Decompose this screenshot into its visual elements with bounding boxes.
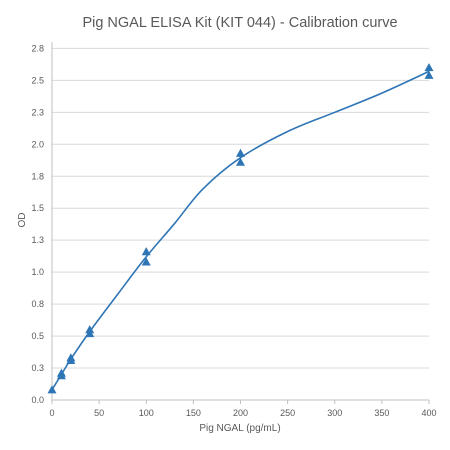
data-point-triangle: [236, 157, 245, 166]
data-points: [47, 63, 434, 394]
data-point-triangle: [85, 325, 95, 334]
grid-lines: [52, 47, 429, 369]
y-tick-labels: 0.0 0.3 0.5 0.8 1.0 1.3 1.5 1.8 2.0 2.3 2.5 2.8: [31, 43, 44, 405]
data-point-triangle: [141, 257, 151, 266]
data-point-triangle: [236, 148, 245, 157]
x-tick-label: 350: [374, 408, 389, 418]
axes: [51, 42, 429, 401]
fit-curve-line: [51, 70, 430, 391]
x-tick-label: 150: [186, 408, 201, 418]
x-tick-label: 0: [49, 408, 54, 418]
x-tick-label: 400: [421, 408, 436, 418]
y-tick-label: 1.3: [31, 235, 44, 245]
x-tick-label: 200: [233, 408, 248, 418]
y-tick-label: 1.8: [31, 171, 44, 181]
x-tick-label: 50: [94, 408, 104, 418]
y-tick-label: 0.5: [31, 331, 44, 341]
data-point-triangle: [141, 247, 151, 256]
y-tick-label: 2.8: [31, 43, 44, 53]
y-tick-label: 0.3: [31, 363, 44, 373]
x-tick-label: 100: [139, 408, 154, 418]
chart-title: Pig NGAL ELISA Kit (KIT 044) - Calibrati…: [82, 15, 397, 31]
x-tick-label: 300: [327, 408, 342, 418]
x-tick-label: 250: [280, 408, 295, 418]
y-tick-label: 2.0: [31, 139, 44, 149]
x-tick-labels: 0 50 100 150 200 250 300 350 400: [49, 400, 437, 418]
data-point-triangle: [424, 70, 434, 79]
fit-curve: [51, 70, 430, 391]
data-point-triangle: [424, 63, 434, 72]
data-point-triangle: [66, 353, 76, 362]
data-point-triangle: [47, 385, 57, 394]
y-tick-label: 2.3: [31, 107, 44, 117]
y-tick-label: 1.0: [31, 267, 44, 277]
y-tick-label: 0.0: [31, 395, 44, 405]
data-point-triangle: [56, 368, 66, 377]
x-axis-label: Pig NGAL (pg/mL): [199, 423, 280, 434]
y-tick-label: 1.5: [31, 203, 44, 213]
y-tick-label: 0.8: [31, 299, 44, 309]
y-tick-label: 2.5: [31, 75, 44, 85]
y-axis-label: OD: [17, 213, 28, 228]
